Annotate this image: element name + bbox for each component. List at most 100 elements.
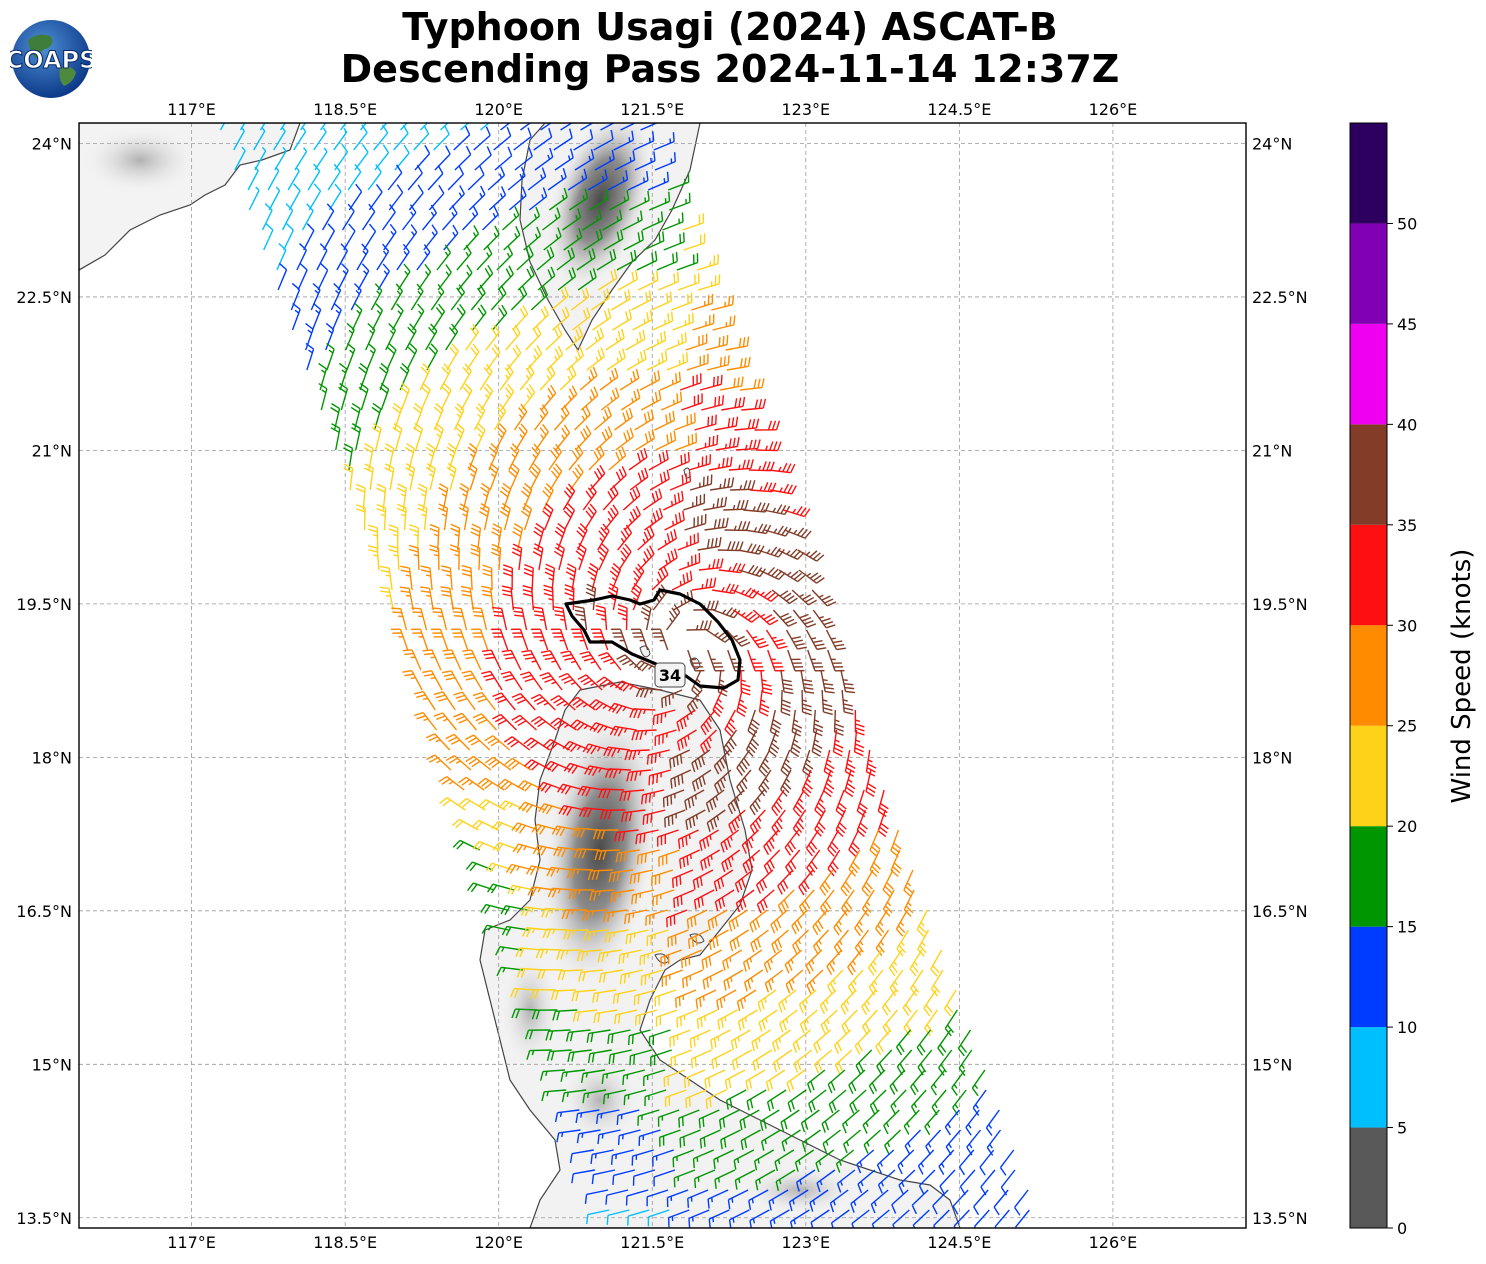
wind-barb xyxy=(747,709,760,738)
wind-barb xyxy=(420,565,433,591)
wind-barb xyxy=(676,253,699,271)
wind-barb xyxy=(473,126,491,151)
wind-barb xyxy=(675,989,697,1008)
wind-barb xyxy=(429,544,440,571)
wind-barb xyxy=(460,383,473,411)
wind-barb xyxy=(742,849,761,874)
wind-barb xyxy=(555,424,571,451)
wind-barb xyxy=(780,749,792,778)
wind-barb xyxy=(833,909,848,936)
wind-barb xyxy=(827,849,841,877)
wind-barb xyxy=(470,543,481,571)
wind-barb xyxy=(809,1189,829,1212)
wind-barb xyxy=(491,304,508,331)
wind-barb xyxy=(609,562,622,591)
wind-barb xyxy=(363,223,377,251)
wind-barb xyxy=(728,909,748,932)
wind-barb xyxy=(492,606,508,631)
wind-barb xyxy=(622,210,643,231)
wind-barb xyxy=(698,558,724,571)
wind-barb xyxy=(640,969,664,986)
wind-barb xyxy=(574,405,591,431)
wind-barb xyxy=(634,409,655,431)
wind-barb xyxy=(379,123,388,131)
wind-barb xyxy=(604,768,631,779)
wind-barb xyxy=(263,223,274,251)
wind-barb xyxy=(385,323,397,351)
wind-barb xyxy=(652,1149,674,1167)
wind-barb xyxy=(343,463,354,491)
wind-barb xyxy=(579,366,598,391)
wind-barb xyxy=(293,127,307,151)
wind-barb xyxy=(602,485,619,511)
wind-barb xyxy=(810,1209,830,1228)
wind-barb xyxy=(599,367,619,391)
wind-barb xyxy=(400,382,411,411)
map-frame xyxy=(78,122,1247,1229)
wind-barb xyxy=(454,145,472,171)
wind-barb xyxy=(648,769,672,786)
wind-barb xyxy=(447,165,465,191)
wind-barb xyxy=(663,490,684,511)
wind-barb xyxy=(642,809,666,825)
wind-barb xyxy=(533,404,549,431)
wind-barb xyxy=(553,846,580,858)
wind-barb xyxy=(758,1009,778,1032)
wind-barb xyxy=(841,889,855,917)
wind-barb xyxy=(778,569,806,583)
wind-barb xyxy=(568,889,595,900)
wind-barb xyxy=(713,1149,735,1169)
wind-barb xyxy=(724,521,751,532)
wind-barb xyxy=(769,1209,790,1228)
wind-barb xyxy=(801,689,812,716)
wind-barb xyxy=(807,1069,826,1093)
wind-barb xyxy=(523,226,542,251)
colorbar-bin xyxy=(1350,223,1387,324)
wind-barb xyxy=(877,809,889,838)
wind-barb xyxy=(668,451,690,471)
wind-barb xyxy=(613,130,635,151)
wind-barb xyxy=(791,909,808,935)
wind-barb xyxy=(560,1069,585,1082)
wind-barb xyxy=(692,577,717,591)
wind-barb xyxy=(546,345,564,371)
wind-barb xyxy=(848,829,860,857)
wind-barb xyxy=(590,628,609,651)
babuyan-islands xyxy=(639,467,705,964)
wind-barb xyxy=(337,263,349,291)
wind-barb xyxy=(441,204,458,231)
wind-barb xyxy=(452,839,481,851)
wind-barb xyxy=(706,355,730,371)
wind-barb xyxy=(528,187,548,211)
wind-barb xyxy=(509,987,537,998)
wind-barb xyxy=(595,605,608,631)
wind-barb xyxy=(319,123,327,131)
wind-barb xyxy=(974,1209,990,1228)
wind-barb xyxy=(825,629,847,651)
wind-barb xyxy=(791,589,817,606)
wind-barb xyxy=(551,825,579,837)
wind-barb xyxy=(582,909,608,921)
wind-barb xyxy=(763,829,780,855)
wind-barb xyxy=(707,1189,729,1209)
wind-barb xyxy=(505,324,521,351)
wind-barb xyxy=(573,129,594,151)
wind-barb xyxy=(394,144,410,171)
wind-barb xyxy=(468,185,486,211)
wind-barb xyxy=(769,483,797,495)
wind-barb xyxy=(618,543,632,571)
wind-barb xyxy=(848,1069,866,1094)
wind-barb xyxy=(503,564,513,591)
wind-barb xyxy=(679,849,701,869)
wind-barb xyxy=(675,432,698,451)
wind-barb xyxy=(587,169,608,191)
wind-barb xyxy=(569,719,597,731)
wind-barb xyxy=(721,849,741,873)
wind-barb xyxy=(530,715,557,731)
wind-barb xyxy=(681,393,703,411)
wind-barb xyxy=(627,1209,650,1226)
wind-barb xyxy=(800,669,815,694)
wind-barb xyxy=(856,809,868,838)
wind-barb xyxy=(608,446,627,471)
wind-barb xyxy=(276,242,287,271)
